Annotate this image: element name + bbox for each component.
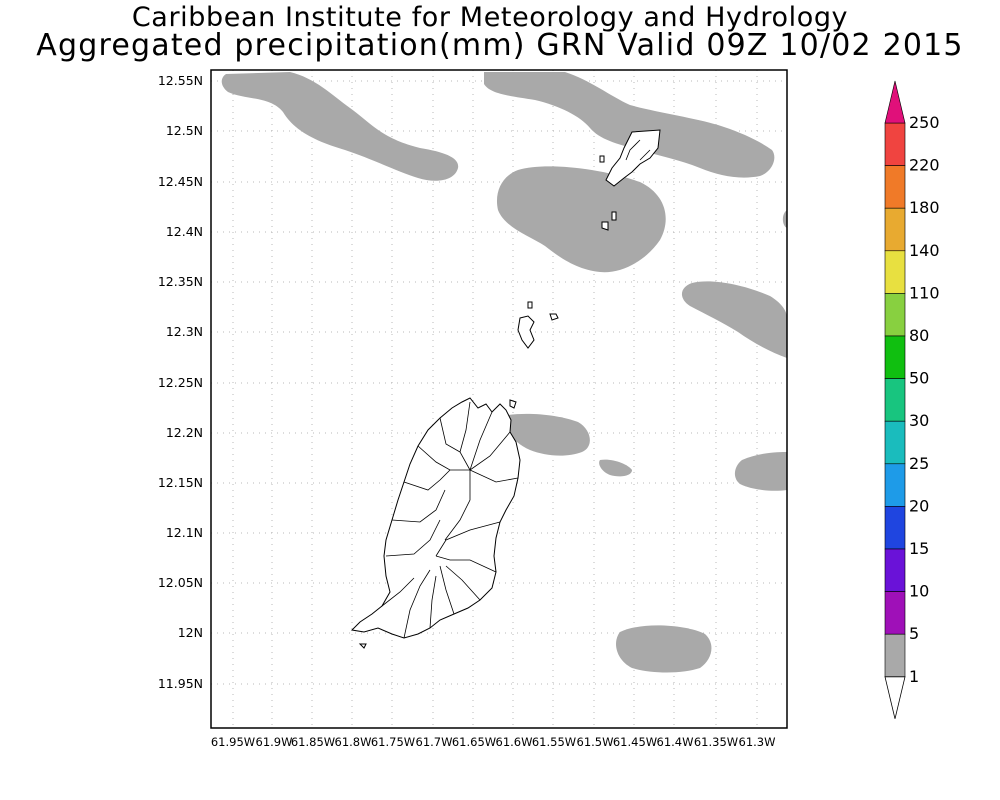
lon-label: 61.85W — [291, 735, 335, 749]
lon-label: 61.9W — [256, 735, 293, 749]
petite-islet-6 — [599, 155, 605, 163]
lon-label: 61.6W — [496, 735, 533, 749]
longitude-axis: 61.95W 61.9W 61.85W 61.8W 61.75W 61.7W 6… — [211, 735, 776, 749]
legend-level-label: 220 — [909, 156, 940, 175]
legend-level-label: 110 — [909, 283, 940, 302]
lat-label: 12.15N — [158, 475, 203, 490]
island-outlines — [350, 129, 661, 649]
legend-level-label: 1 — [909, 667, 919, 686]
petite-islet-3 — [549, 313, 559, 321]
lat-label: 11.95N — [158, 676, 203, 691]
rain-cell-small — [599, 459, 632, 477]
rain-cell-edge — [782, 210, 787, 228]
legend-top-arrow — [884, 80, 906, 124]
map-grid — [211, 70, 787, 728]
rain-band-northwest — [221, 72, 459, 181]
lon-label: 61.65W — [452, 735, 496, 749]
legend-color-box — [884, 633, 906, 678]
legend-level-label: 10 — [909, 582, 929, 601]
legend-color-box — [884, 548, 906, 592]
legend-level-label: 5 — [909, 624, 919, 643]
legend-color-box — [884, 506, 906, 550]
map-frame — [210, 69, 788, 729]
lon-label: 61.55W — [532, 735, 576, 749]
product-title: Aggregated precipitation(mm) GRN Valid 0… — [36, 28, 964, 63]
lon-label: 61.35W — [694, 735, 738, 749]
lat-label: 12.1N — [166, 525, 203, 540]
legend-level-label: 20 — [909, 496, 929, 515]
legend-color-box — [884, 420, 906, 465]
rain-cell-south — [616, 625, 712, 673]
carriacou-island — [605, 129, 661, 187]
legend-level-label: 180 — [909, 198, 940, 217]
legend-color-box — [884, 122, 906, 166]
legend-level-label: 30 — [909, 411, 929, 430]
lon-label: 61.95W — [211, 735, 255, 749]
institute-title: Caribbean Institute for Meteorology and … — [131, 2, 849, 33]
legend-color-box — [884, 293, 906, 337]
petite-islet-2 — [601, 221, 609, 231]
petite-islet-7 — [509, 399, 517, 409]
lat-label: 12N — [178, 625, 203, 640]
precipitation-areas — [221, 72, 787, 673]
lon-label: 61.7W — [416, 735, 453, 749]
legend-bottom-arrow — [884, 676, 906, 719]
petite-islet-4 — [611, 211, 617, 221]
lat-label: 12.05N — [158, 575, 203, 590]
rain-band-northeast — [484, 72, 775, 178]
rain-cell-grenada-ne — [504, 413, 590, 456]
legend-level-label: 15 — [909, 539, 929, 558]
rain-cell-east-mid — [734, 452, 787, 491]
lat-label: 12.4N — [166, 224, 203, 239]
lat-label: 12.25N — [158, 375, 203, 390]
legend-color-box — [884, 463, 906, 507]
legend-color-box — [884, 165, 906, 209]
grenada-internal-boundaries — [381, 139, 651, 639]
legend-color-box — [884, 378, 906, 422]
lon-label: 61.8W — [335, 735, 372, 749]
legend-level-label: 25 — [909, 454, 929, 473]
legend-color-box — [884, 207, 906, 252]
petite-islet-1 — [517, 315, 535, 349]
legend-color-box — [884, 250, 906, 294]
rain-cell-east — [681, 281, 787, 358]
lat-label: 12.2N — [166, 425, 203, 440]
lon-label: 61.45W — [613, 735, 657, 749]
grenada-island — [350, 397, 521, 639]
lon-label: 61.5W — [577, 735, 614, 749]
rain-cell-carriacou — [496, 166, 666, 273]
lat-label: 12.5N — [166, 123, 203, 138]
lat-label: 12.55N — [158, 73, 203, 88]
legend-level-label: 50 — [909, 369, 929, 388]
lat-label: 12.45N — [158, 174, 203, 189]
latitude-axis: 12.55N 12.5N 12.45N 12.4N 12.35N 12.3N 1… — [158, 73, 203, 691]
lon-label: 61.4W — [657, 735, 694, 749]
petite-islet-5 — [527, 301, 533, 309]
legend-level-label: 250 — [909, 113, 940, 132]
lat-label: 12.3N — [166, 324, 203, 339]
legend-color-box — [884, 591, 906, 635]
legend-level-label: 80 — [909, 326, 929, 345]
legend-color-box — [884, 335, 906, 379]
legend-level-label: 140 — [909, 241, 940, 260]
lon-label: 61.75W — [371, 735, 415, 749]
petite-islet-8 — [358, 643, 367, 649]
lon-label: 61.3W — [739, 735, 776, 749]
lat-label: 12.35N — [158, 274, 203, 289]
